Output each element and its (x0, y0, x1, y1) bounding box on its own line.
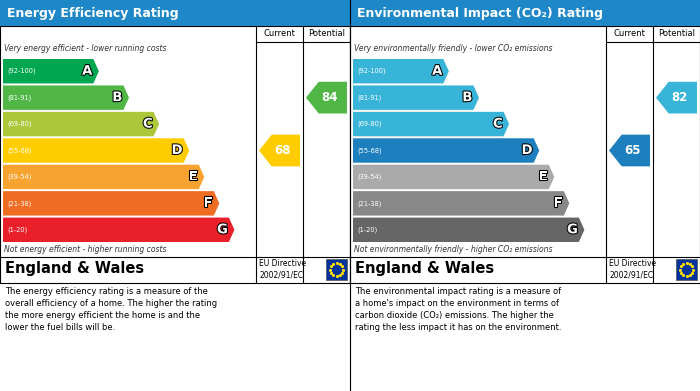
Text: Current: Current (614, 29, 645, 38)
Text: G: G (217, 223, 228, 236)
Text: E: E (189, 170, 198, 183)
Text: England & Wales: England & Wales (355, 262, 494, 276)
Text: Not environmentally friendly - higher CO₂ emissions: Not environmentally friendly - higher CO… (354, 245, 552, 254)
Text: (21-38): (21-38) (7, 200, 31, 206)
Text: 84: 84 (321, 91, 337, 104)
Text: F: F (554, 197, 563, 210)
Bar (0, 0, 350, 26)
Text: G: G (567, 223, 578, 236)
Text: F: F (204, 197, 213, 210)
Text: (39-54): (39-54) (7, 174, 31, 180)
Text: The energy efficiency rating is a measure of the
overall efficiency of a home. T: The energy efficiency rating is a measur… (5, 287, 217, 332)
Bar (350, 26, 700, 283)
Text: (55-68): (55-68) (7, 147, 31, 154)
Text: Energy Efficiency Rating: Energy Efficiency Rating (7, 7, 178, 20)
Text: EU Directive
2002/91/EC: EU Directive 2002/91/EC (609, 258, 656, 280)
Bar (326, 259, 347, 280)
Text: 65: 65 (624, 144, 641, 157)
Text: Not energy efficient - higher running costs: Not energy efficient - higher running co… (4, 245, 167, 254)
Text: 68: 68 (274, 144, 290, 157)
Text: (69-80): (69-80) (357, 121, 382, 127)
Text: (1-20): (1-20) (7, 226, 27, 233)
Text: D: D (172, 144, 183, 157)
Text: C: C (493, 118, 503, 131)
Polygon shape (353, 59, 449, 83)
Polygon shape (259, 135, 300, 166)
Text: Potential: Potential (658, 29, 695, 38)
Text: D: D (522, 144, 533, 157)
Bar (350, 0, 700, 26)
Polygon shape (3, 85, 129, 110)
Polygon shape (353, 191, 569, 215)
Bar (0, 26, 350, 283)
Text: 82: 82 (671, 91, 687, 104)
Text: C: C (143, 118, 153, 131)
Polygon shape (353, 217, 584, 242)
Text: Very environmentally friendly - lower CO₂ emissions: Very environmentally friendly - lower CO… (354, 44, 552, 53)
Text: Current: Current (264, 29, 295, 38)
Text: The environmental impact rating is a measure of
a home's impact on the environme: The environmental impact rating is a mea… (355, 287, 561, 332)
Polygon shape (306, 82, 347, 113)
Text: Potential: Potential (308, 29, 345, 38)
Polygon shape (3, 217, 235, 242)
Polygon shape (3, 59, 99, 83)
Text: (39-54): (39-54) (357, 174, 382, 180)
Text: B: B (463, 91, 473, 104)
Polygon shape (656, 82, 697, 113)
Text: EU Directive
2002/91/EC: EU Directive 2002/91/EC (259, 258, 306, 280)
Text: E: E (539, 170, 548, 183)
Text: (81-91): (81-91) (357, 94, 382, 101)
Text: (1-20): (1-20) (357, 226, 377, 233)
Polygon shape (3, 191, 219, 215)
Text: B: B (113, 91, 122, 104)
Text: (92-100): (92-100) (7, 68, 36, 74)
Text: (92-100): (92-100) (357, 68, 386, 74)
Text: (81-91): (81-91) (7, 94, 31, 101)
Text: England & Wales: England & Wales (5, 262, 144, 276)
Polygon shape (3, 138, 189, 163)
Polygon shape (353, 138, 539, 163)
Text: A: A (432, 65, 442, 78)
Polygon shape (353, 85, 479, 110)
Text: (21-38): (21-38) (357, 200, 382, 206)
Polygon shape (609, 135, 650, 166)
Polygon shape (3, 165, 204, 189)
Polygon shape (353, 112, 509, 136)
Polygon shape (353, 165, 554, 189)
Text: (69-80): (69-80) (7, 121, 31, 127)
Polygon shape (3, 112, 159, 136)
Text: (55-68): (55-68) (357, 147, 382, 154)
Text: A: A (82, 65, 92, 78)
Bar (676, 259, 697, 280)
Text: Environmental Impact (CO₂) Rating: Environmental Impact (CO₂) Rating (357, 7, 603, 20)
Text: Very energy efficient - lower running costs: Very energy efficient - lower running co… (4, 44, 167, 53)
